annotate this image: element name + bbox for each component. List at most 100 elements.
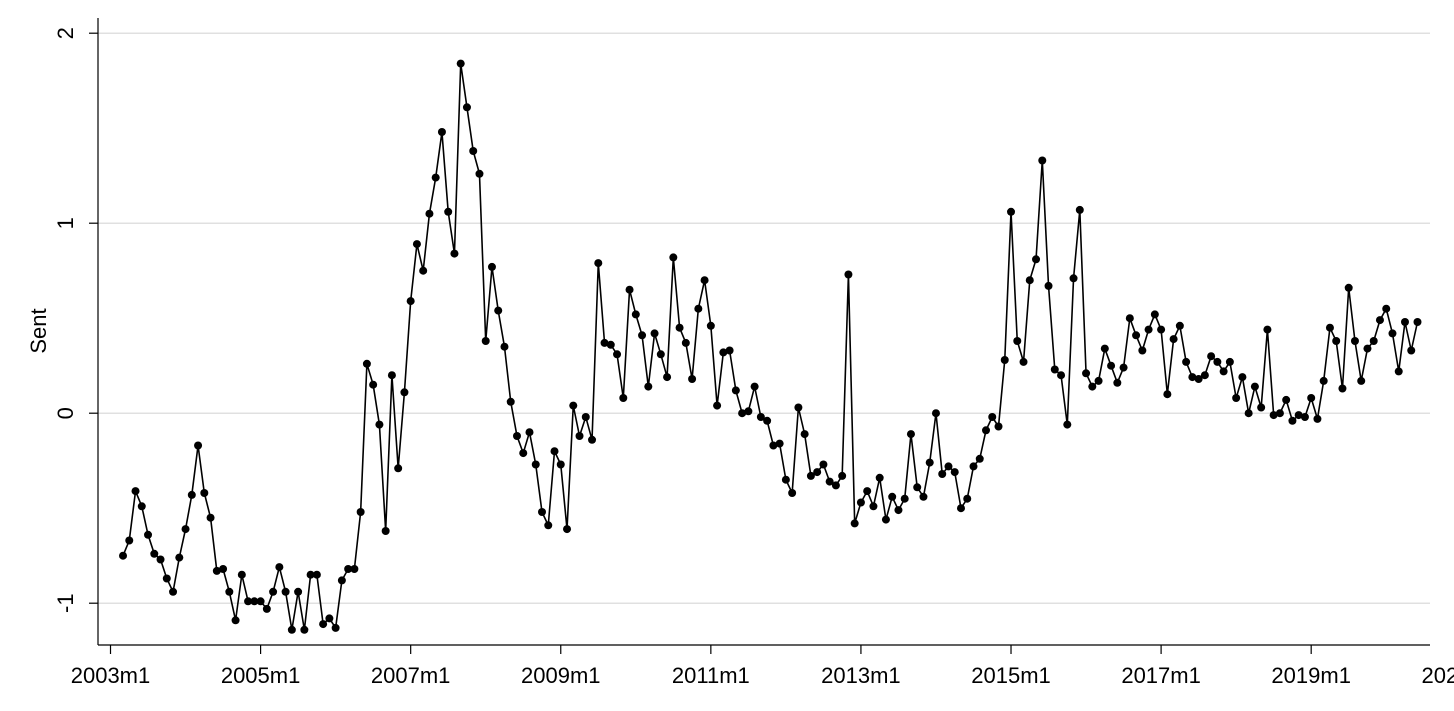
data-point	[162, 574, 171, 583]
data-point	[137, 502, 146, 511]
data-point	[569, 401, 578, 410]
x-tick-label: 2013m1	[821, 663, 901, 688]
data-point	[1263, 325, 1272, 334]
data-point	[1069, 274, 1078, 283]
data-point	[394, 464, 403, 473]
data-point	[744, 407, 753, 416]
data-point	[769, 441, 778, 450]
data-point	[231, 616, 240, 625]
data-point	[750, 382, 759, 391]
data-point	[1138, 346, 1147, 355]
data-point	[487, 262, 496, 271]
data-point	[538, 508, 546, 516]
data-point	[194, 441, 203, 450]
data-point	[756, 413, 765, 421]
data-point	[631, 310, 640, 319]
data-point	[212, 566, 221, 575]
data-point	[531, 460, 540, 469]
data-point	[1232, 394, 1241, 402]
data-point	[175, 553, 184, 562]
data-point	[1400, 318, 1409, 326]
data-point	[738, 409, 747, 418]
data-point	[775, 439, 784, 448]
data-point	[1319, 376, 1328, 385]
data-point	[362, 359, 371, 368]
x-tick-label: 2017m1	[1121, 663, 1201, 688]
data-point	[713, 401, 722, 410]
data-point	[638, 331, 647, 340]
x-tick-label: 2005m1	[221, 663, 301, 688]
x-tick-label: 2011m1	[672, 663, 750, 688]
data-point	[1163, 390, 1172, 399]
data-point	[944, 462, 953, 471]
data-point	[1250, 382, 1259, 391]
data-point	[181, 525, 190, 534]
data-point	[456, 59, 465, 68]
data-point	[1125, 314, 1134, 323]
data-point	[1300, 413, 1309, 421]
data-point	[1363, 344, 1372, 353]
data-point	[1007, 207, 1016, 216]
y-tick-label: -1	[53, 593, 78, 613]
data-point	[350, 565, 359, 573]
data-point	[1032, 255, 1041, 264]
data-point	[594, 259, 603, 268]
data-point	[256, 597, 265, 606]
data-point	[1350, 337, 1359, 345]
data-point	[1200, 371, 1209, 380]
data-point	[656, 350, 665, 359]
data-point	[1207, 352, 1216, 361]
data-point	[988, 413, 997, 421]
data-point	[237, 570, 246, 579]
data-point	[913, 483, 922, 492]
data-point	[763, 416, 772, 425]
data-point	[219, 565, 228, 573]
data-point	[1269, 411, 1278, 420]
data-point	[381, 527, 390, 535]
data-point	[1244, 409, 1253, 418]
data-point	[1313, 414, 1322, 423]
data-point	[800, 430, 809, 439]
data-point	[250, 597, 259, 606]
data-point	[331, 623, 340, 632]
data-point	[1282, 395, 1291, 404]
data-point	[588, 435, 597, 444]
data-point	[450, 249, 459, 258]
data-point	[306, 570, 315, 579]
data-point	[1288, 416, 1297, 425]
data-point	[938, 470, 947, 478]
data-point	[1044, 281, 1053, 290]
data-point	[1113, 378, 1122, 387]
data-point	[125, 536, 134, 545]
data-point	[1275, 409, 1284, 418]
data-point	[663, 373, 672, 382]
data-point	[950, 468, 959, 477]
data-point	[400, 388, 409, 397]
data-point	[244, 597, 253, 606]
data-point	[1094, 376, 1103, 385]
data-point	[1225, 357, 1234, 366]
data-point	[681, 338, 690, 347]
data-point	[794, 403, 803, 412]
data-point	[888, 492, 897, 501]
data-point	[606, 340, 615, 349]
data-point	[906, 430, 915, 439]
data-point	[425, 209, 434, 218]
data-point	[200, 489, 209, 497]
data-point	[706, 321, 715, 330]
data-point	[1132, 331, 1141, 340]
data-point	[1000, 356, 1009, 364]
data-point	[344, 565, 353, 573]
data-point	[625, 285, 634, 294]
data-point	[825, 477, 834, 486]
data-point	[1344, 283, 1353, 292]
data-point	[356, 508, 365, 516]
data-point	[881, 515, 890, 524]
data-point	[325, 614, 334, 623]
data-point	[462, 103, 471, 112]
data-point	[669, 253, 678, 262]
data-point	[519, 449, 528, 458]
data-point	[1238, 373, 1247, 382]
